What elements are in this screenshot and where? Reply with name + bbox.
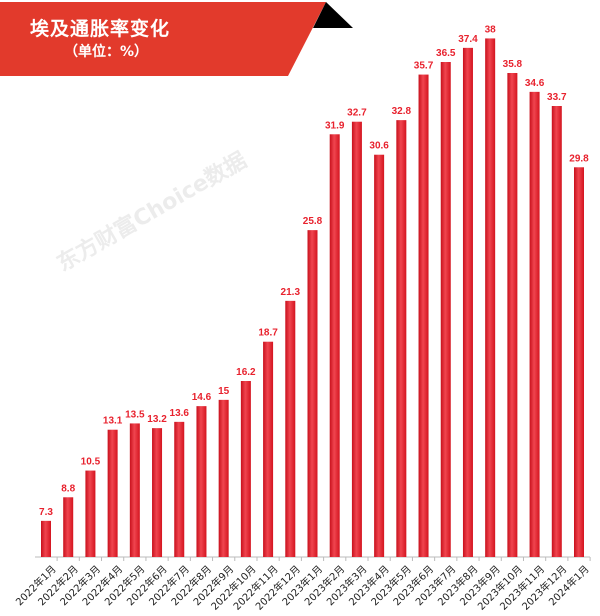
data-label: 15 bbox=[218, 386, 230, 397]
bar bbox=[374, 154, 385, 557]
data-label: 36.5 bbox=[436, 48, 456, 59]
data-label: 7.3 bbox=[39, 507, 53, 518]
data-label: 8.8 bbox=[61, 483, 75, 494]
data-label: 34.6 bbox=[525, 78, 545, 89]
bar bbox=[329, 134, 340, 558]
data-label: 32.8 bbox=[392, 106, 412, 117]
data-label: 13.5 bbox=[125, 409, 145, 420]
bar bbox=[396, 120, 407, 558]
data-label: 37.4 bbox=[458, 34, 478, 45]
bar bbox=[196, 406, 207, 557]
data-label: 32.7 bbox=[347, 108, 367, 119]
data-label: 10.5 bbox=[81, 457, 101, 468]
bar bbox=[107, 429, 118, 557]
data-label: 13.2 bbox=[147, 414, 167, 425]
data-label: 18.7 bbox=[258, 328, 278, 339]
bar bbox=[63, 497, 74, 557]
data-label: 33.7 bbox=[547, 92, 567, 103]
data-label: 16.2 bbox=[236, 367, 256, 378]
data-label: 21.3 bbox=[281, 287, 301, 298]
bar bbox=[152, 428, 163, 557]
bar bbox=[574, 167, 584, 558]
data-label: 35.7 bbox=[414, 61, 434, 72]
bar bbox=[174, 421, 185, 557]
bar bbox=[41, 520, 51, 557]
bar bbox=[129, 423, 140, 557]
data-label: 29.8 bbox=[569, 153, 589, 164]
data-label: 14.6 bbox=[192, 392, 212, 403]
bar bbox=[240, 381, 251, 557]
bar bbox=[418, 74, 429, 558]
bar bbox=[351, 121, 362, 557]
banner-shape bbox=[0, 2, 326, 76]
bar bbox=[285, 300, 296, 557]
bar bbox=[85, 470, 96, 557]
bar bbox=[462, 47, 473, 557]
bar bbox=[307, 230, 318, 557]
bar bbox=[529, 91, 540, 557]
data-label: 25.8 bbox=[303, 216, 323, 227]
data-label: 38 bbox=[485, 24, 497, 35]
bar bbox=[218, 399, 229, 557]
data-label: 31.9 bbox=[325, 120, 345, 131]
chart-title: 埃及通胀率变化 bbox=[30, 18, 171, 40]
bar bbox=[507, 73, 518, 557]
data-label: 13.1 bbox=[103, 416, 123, 427]
data-label: 13.6 bbox=[170, 408, 190, 419]
data-label: 35.8 bbox=[503, 59, 523, 70]
banner-corner bbox=[313, 2, 353, 28]
title-banner bbox=[0, 2, 353, 76]
bar bbox=[551, 106, 562, 557]
bar bbox=[440, 62, 451, 557]
bar bbox=[485, 38, 496, 557]
bar bbox=[263, 341, 274, 557]
chart-subtitle: （单位：%） bbox=[64, 44, 149, 60]
data-label: 30.6 bbox=[369, 141, 389, 152]
